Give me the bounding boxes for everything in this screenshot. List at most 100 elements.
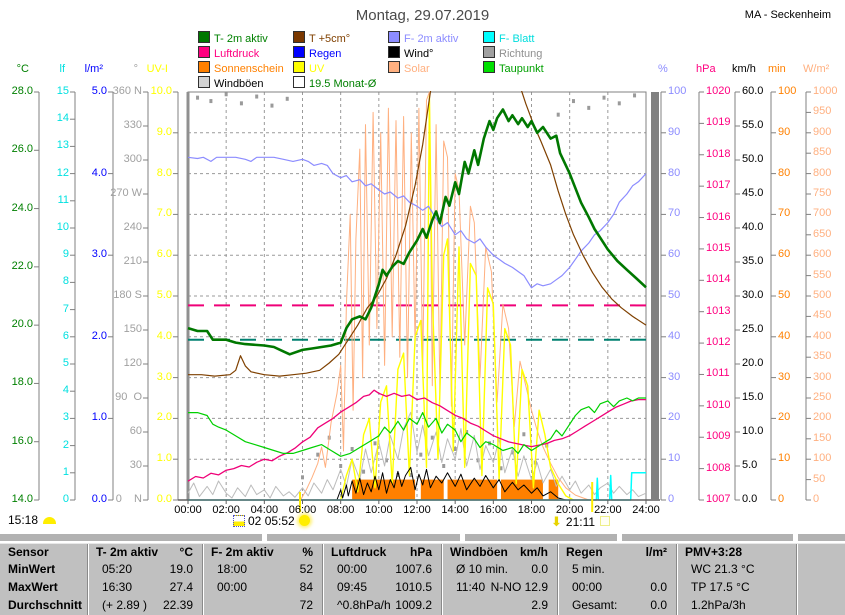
table-cell-time: TP 17.5 °C [691,580,750,594]
legend-color-box [198,61,210,73]
axis-unit-label: lf [59,63,66,75]
axis-tick-label: 0 [778,493,785,505]
axis-tick-label: 60 [668,248,681,261]
table-row-label: MaxWert [0,578,86,596]
axis-tick-label: 10 [778,452,791,465]
axis-tick-label: 90 [778,125,791,138]
strip-segment [0,534,262,541]
table-column-separator [796,544,798,615]
axis-tick-label: 9.0 [156,125,172,138]
table-text: MaxWert [8,580,58,594]
axis-unit-label: % [658,63,668,75]
x-axis-tick-label: 18:00 [517,504,546,516]
table-text: MinWert [8,562,56,576]
axis-tick-label: 200 [813,411,832,424]
table-cell: 72 [203,596,321,614]
x-axis-tick-label: 24:00 [632,504,660,516]
x-axis-tick-label: 14:00 [441,504,469,516]
legend-item-solar[interactable]: Solar [388,61,430,75]
axis-tick-label: 20 [668,411,681,424]
sunset-icon [600,516,611,526]
table-cell: ^0.8hPa/h 1009.2 [323,596,440,614]
axis-tick-label: 0.0 [742,493,758,505]
axis-tick-label: 70 [778,207,791,220]
table-column-separator [202,544,204,615]
legend-item-richtung[interactable]: Richtung [483,46,542,60]
axis-tick-label: 7.0 [156,207,172,220]
table-col-name: Luftdruck [331,545,387,559]
axis-tick-label: 10.0 [150,85,172,97]
axis-unit-label: °C [16,63,29,75]
axis-tick-label: 550 [813,268,832,281]
wind-direction-mark [373,441,377,446]
axis-tick-label: 400 [813,329,832,342]
axis-tick-label: 5.0 [156,289,172,301]
legend-item-f-2m-aktiv[interactable]: F- 2m aktiv [388,31,459,45]
legend-label: Windböen [214,78,264,90]
stats-table: SensorMinWertMaxWertDurchschnitt29.07. 2… [0,543,845,615]
wind-direction-mark [430,435,434,440]
legend-label: Regen [309,48,342,60]
legend-item-wind-[interactable]: Wind° [388,46,433,60]
legend-item-uv[interactable]: UV [293,61,324,75]
axis-tick-label: 45.0 [742,187,764,199]
wind-direction-mark [602,95,606,100]
table-cell-value: 0.0 [531,562,548,576]
strip-segment [798,534,845,541]
legend-label: 19.5 Monat-Ø [309,78,377,90]
series-luftdruck [187,389,646,482]
axis-tick-label: 6 [62,329,69,342]
wind-direction-mark [362,469,366,474]
axis-tick-label: 1011 [706,367,730,380]
axis-tick-label: 350 [813,350,832,363]
strip-segment [465,534,617,541]
axis-tick-label: 50.0 [742,153,764,165]
legend-item-t-5cm-[interactable]: T +5cm° [293,31,350,45]
right-border-bar [651,92,659,500]
axis-tick-label: 300 [813,370,832,383]
wind-direction-mark [499,466,503,471]
x-axis-tick-label: 16:00 [479,504,508,516]
axis-tick-label: 2.0 [156,411,172,424]
legend-label: Sonnenschein [214,63,284,75]
axis-unit-label: UV-I [146,63,168,75]
axis-tick-label: 50 [778,289,791,301]
axis-tick-label: 50 [813,472,826,485]
legend-item-taupunkt[interactable]: Taupunkt [483,61,544,75]
axis-tick-label: 210 [123,255,142,267]
table-cell: Gesamt: 0.0 [558,596,675,614]
axis-unit-label: km/h [732,63,756,75]
table-row-label: MinWert [0,560,86,578]
sunshine-block [420,479,444,500]
axis-tick-label: 90 O [115,391,142,403]
series-t-2m-aktiv [187,108,647,356]
axis-tick-label: 330 [123,119,142,131]
legend-item-windb-en[interactable]: Windböen [198,76,264,90]
axis-tick-label: 30 [129,459,142,471]
table-cell-time: 05:20 [102,562,133,576]
axis-tick-label: 1019 [706,116,731,129]
legend-item-19-5-monat-[interactable]: 19.5 Monat-Ø [293,76,377,90]
wind-direction-mark [196,95,200,100]
legend-item-t-2m-aktiv[interactable]: T- 2m aktiv [198,31,268,45]
table-col-unit: °C [179,545,193,559]
legend-item-f-blatt[interactable]: F- Blatt [483,31,534,45]
axis-tick-label: 1.0 [156,452,172,465]
legend-label: F- 2m aktiv [404,33,459,45]
axis-tick-label: 40.0 [742,221,764,233]
axis-tick-label: 11 [57,193,69,206]
series-uv [340,95,574,501]
wind-direction-mark [396,473,400,478]
axis-unit-label: W/m² [803,63,830,75]
legend-item-regen[interactable]: Regen [293,46,342,60]
wind-direction-mark [442,464,446,468]
axis-tick-label: 9 [62,248,69,261]
legend-item-sonnenschein[interactable]: Sonnenschein [198,61,284,75]
strip-segment [267,534,460,541]
wind-direction-mark [255,94,259,99]
legend-item-luftdruck[interactable]: Luftdruck [198,46,259,60]
table-cell-time: ^0.8hPa/h [337,598,391,612]
table-header-f-2m-aktiv: F- 2m aktiv% [203,544,321,560]
sunshine-block [447,479,498,500]
x-axis-tick-label: 22:00 [594,504,622,516]
